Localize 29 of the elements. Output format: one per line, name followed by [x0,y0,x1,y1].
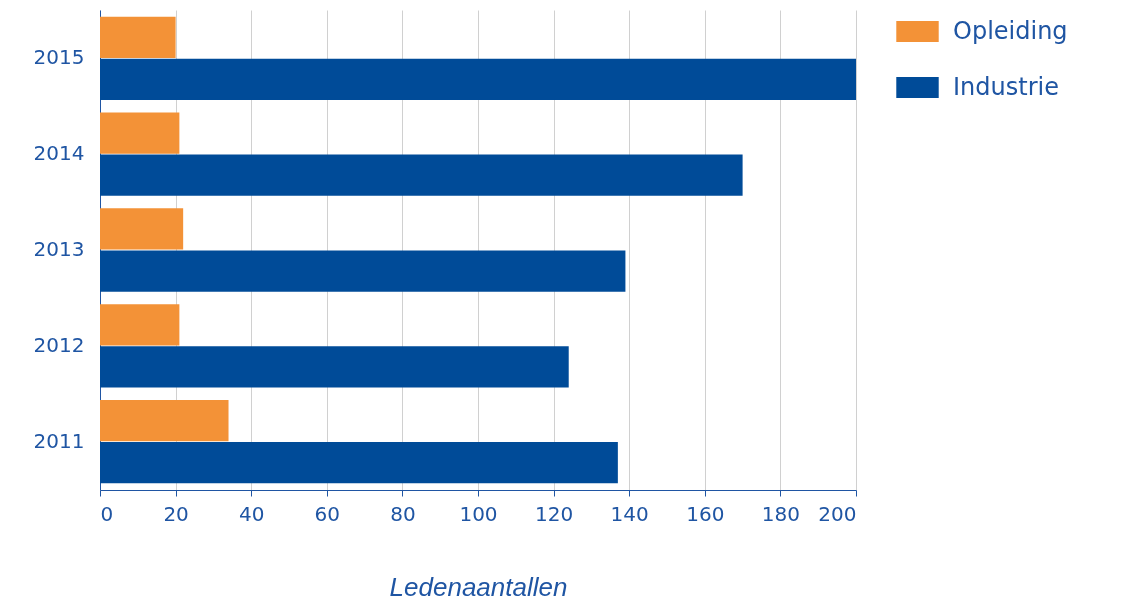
bar [100,346,569,388]
x-tick-label: 180 [761,501,800,526]
x-axis-title: Ledenaantallen [389,571,568,602]
bar [100,208,184,250]
y-tick-label: 2015 [33,45,85,70]
x-tick-label: 60 [314,501,341,526]
x-tick-label: 100 [459,501,498,526]
x-tick-label: 20 [163,501,189,526]
x-tick-label: 140 [610,501,649,526]
x-tick-label: 160 [686,501,725,526]
y-tick-label: 2014 [33,141,85,166]
bar [100,442,618,484]
x-tick-label: 80 [390,501,416,526]
legend-label: Industrie [953,72,1059,101]
bar [100,250,626,292]
x-tick-label: 200 [818,501,857,526]
y-tick-label: 2011 [33,428,85,453]
bar [100,304,180,346]
y-tick-label: 2013 [33,237,85,261]
bar [100,154,743,196]
x-tick-label: 120 [535,501,574,526]
bar [100,399,229,442]
y-tick-label: 2012 [33,332,85,357]
x-tick-label: 40 [238,501,265,526]
legend-label: Opleiding [953,16,1068,45]
bar [100,112,180,154]
x-tick-label: 0 [100,501,114,526]
bar [100,16,176,58]
bar [100,58,856,101]
